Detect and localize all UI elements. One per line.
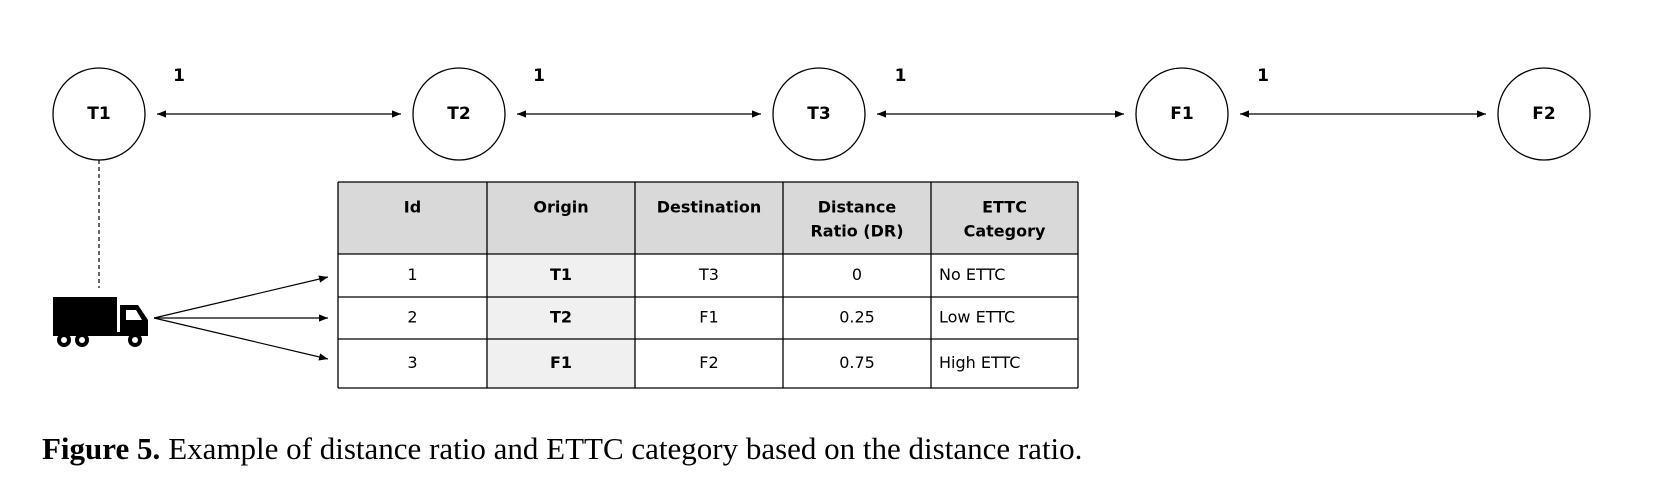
table-cell: T2	[550, 308, 572, 327]
table-cell: No ETTC	[939, 265, 1005, 284]
table-header: ETTC	[982, 198, 1027, 217]
table-cell: 0.25	[839, 308, 875, 327]
node-label: F2	[1532, 104, 1555, 124]
node-label: T3	[807, 104, 830, 124]
table-header: Distance	[818, 198, 897, 217]
table-cell: T3	[698, 265, 719, 284]
node-label: F1	[1170, 104, 1193, 124]
edge-label: 1	[1257, 66, 1269, 86]
node	[772, 67, 866, 161]
caption-text: Example of distance ratio and ETTC categ…	[168, 431, 1082, 466]
node	[1497, 67, 1591, 161]
node-label: T2	[447, 104, 470, 124]
node	[1135, 67, 1229, 161]
truck-icon	[53, 297, 148, 347]
node-label: T1	[87, 104, 110, 124]
table-cell: 1	[407, 265, 417, 284]
edge-label: 1	[173, 66, 185, 86]
caption-label: Figure 5.	[42, 431, 160, 466]
truck-arrows	[153, 275, 329, 361]
table-cell: 2	[407, 308, 417, 327]
table-header: Ratio (DR)	[810, 222, 903, 241]
node	[52, 67, 146, 161]
table-cell: F1	[699, 308, 718, 327]
edge-label: 1	[895, 66, 907, 86]
table-header: Origin	[533, 198, 588, 217]
origin-cell-bg	[487, 339, 635, 388]
edge-label: 1	[533, 66, 545, 86]
table-cell: Low ETTC	[939, 308, 1015, 327]
table-header-bg	[338, 182, 1078, 254]
table-cell: 0	[852, 265, 862, 284]
table-cell: F1	[550, 353, 572, 372]
table-cell: High ETTC	[939, 353, 1020, 372]
table-header: Category	[964, 222, 1046, 241]
node	[412, 67, 506, 161]
table-cell: F2	[699, 353, 718, 372]
origin-cell-bg	[487, 297, 635, 339]
table-cell: 0.75	[839, 353, 875, 372]
origin-cell-bg	[487, 254, 635, 297]
table-cell: 3	[407, 353, 417, 372]
table-header: Id	[404, 198, 421, 217]
table-cell: T1	[550, 265, 572, 284]
caption: Figure 5. Example of distance ratio and E…	[42, 431, 1082, 466]
table-header: Destination	[657, 198, 762, 217]
